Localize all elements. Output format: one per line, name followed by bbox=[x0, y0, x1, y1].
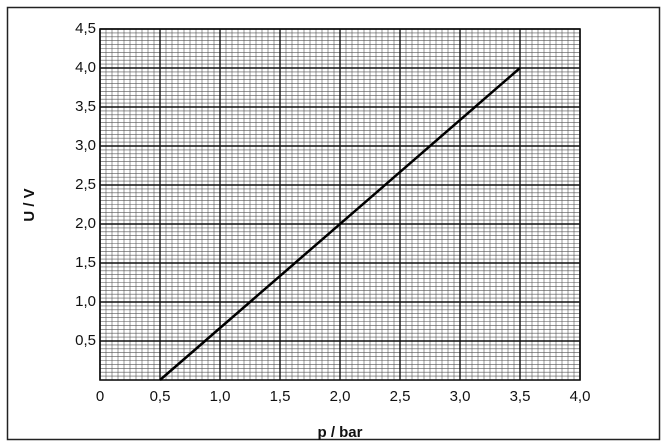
y-tick-label: 1,0 bbox=[75, 293, 96, 310]
x-tick-label: 2,0 bbox=[330, 388, 351, 405]
y-axis-label: U / V bbox=[21, 188, 38, 221]
y-tick-label: 3,5 bbox=[75, 98, 96, 115]
plot-frame bbox=[99, 28, 581, 381]
x-tick-label: 0,5 bbox=[150, 388, 171, 405]
x-tick-label: 2,5 bbox=[390, 388, 411, 405]
x-tick-label: 1,5 bbox=[270, 388, 291, 405]
y-tick-label: 2,5 bbox=[75, 176, 96, 193]
y-tick-label: 4,5 bbox=[75, 20, 96, 37]
x-tick-label: 3,0 bbox=[450, 388, 471, 405]
x-tick-label: 4,0 bbox=[570, 388, 591, 405]
y-tick-label: 2,0 bbox=[75, 215, 96, 232]
y-tick-label: 1,5 bbox=[75, 254, 96, 271]
x-tick-label: 3,5 bbox=[510, 388, 531, 405]
y-tick-label: 0,5 bbox=[75, 332, 96, 349]
x-tick-label: 1,0 bbox=[210, 388, 231, 405]
data-line bbox=[159, 67, 521, 381]
y-tick-label: 4,0 bbox=[75, 59, 96, 76]
x-axis-label: p / bar bbox=[317, 424, 362, 441]
y-tick-label: 3,0 bbox=[75, 137, 96, 154]
x-tick-label: 0 bbox=[96, 388, 104, 405]
